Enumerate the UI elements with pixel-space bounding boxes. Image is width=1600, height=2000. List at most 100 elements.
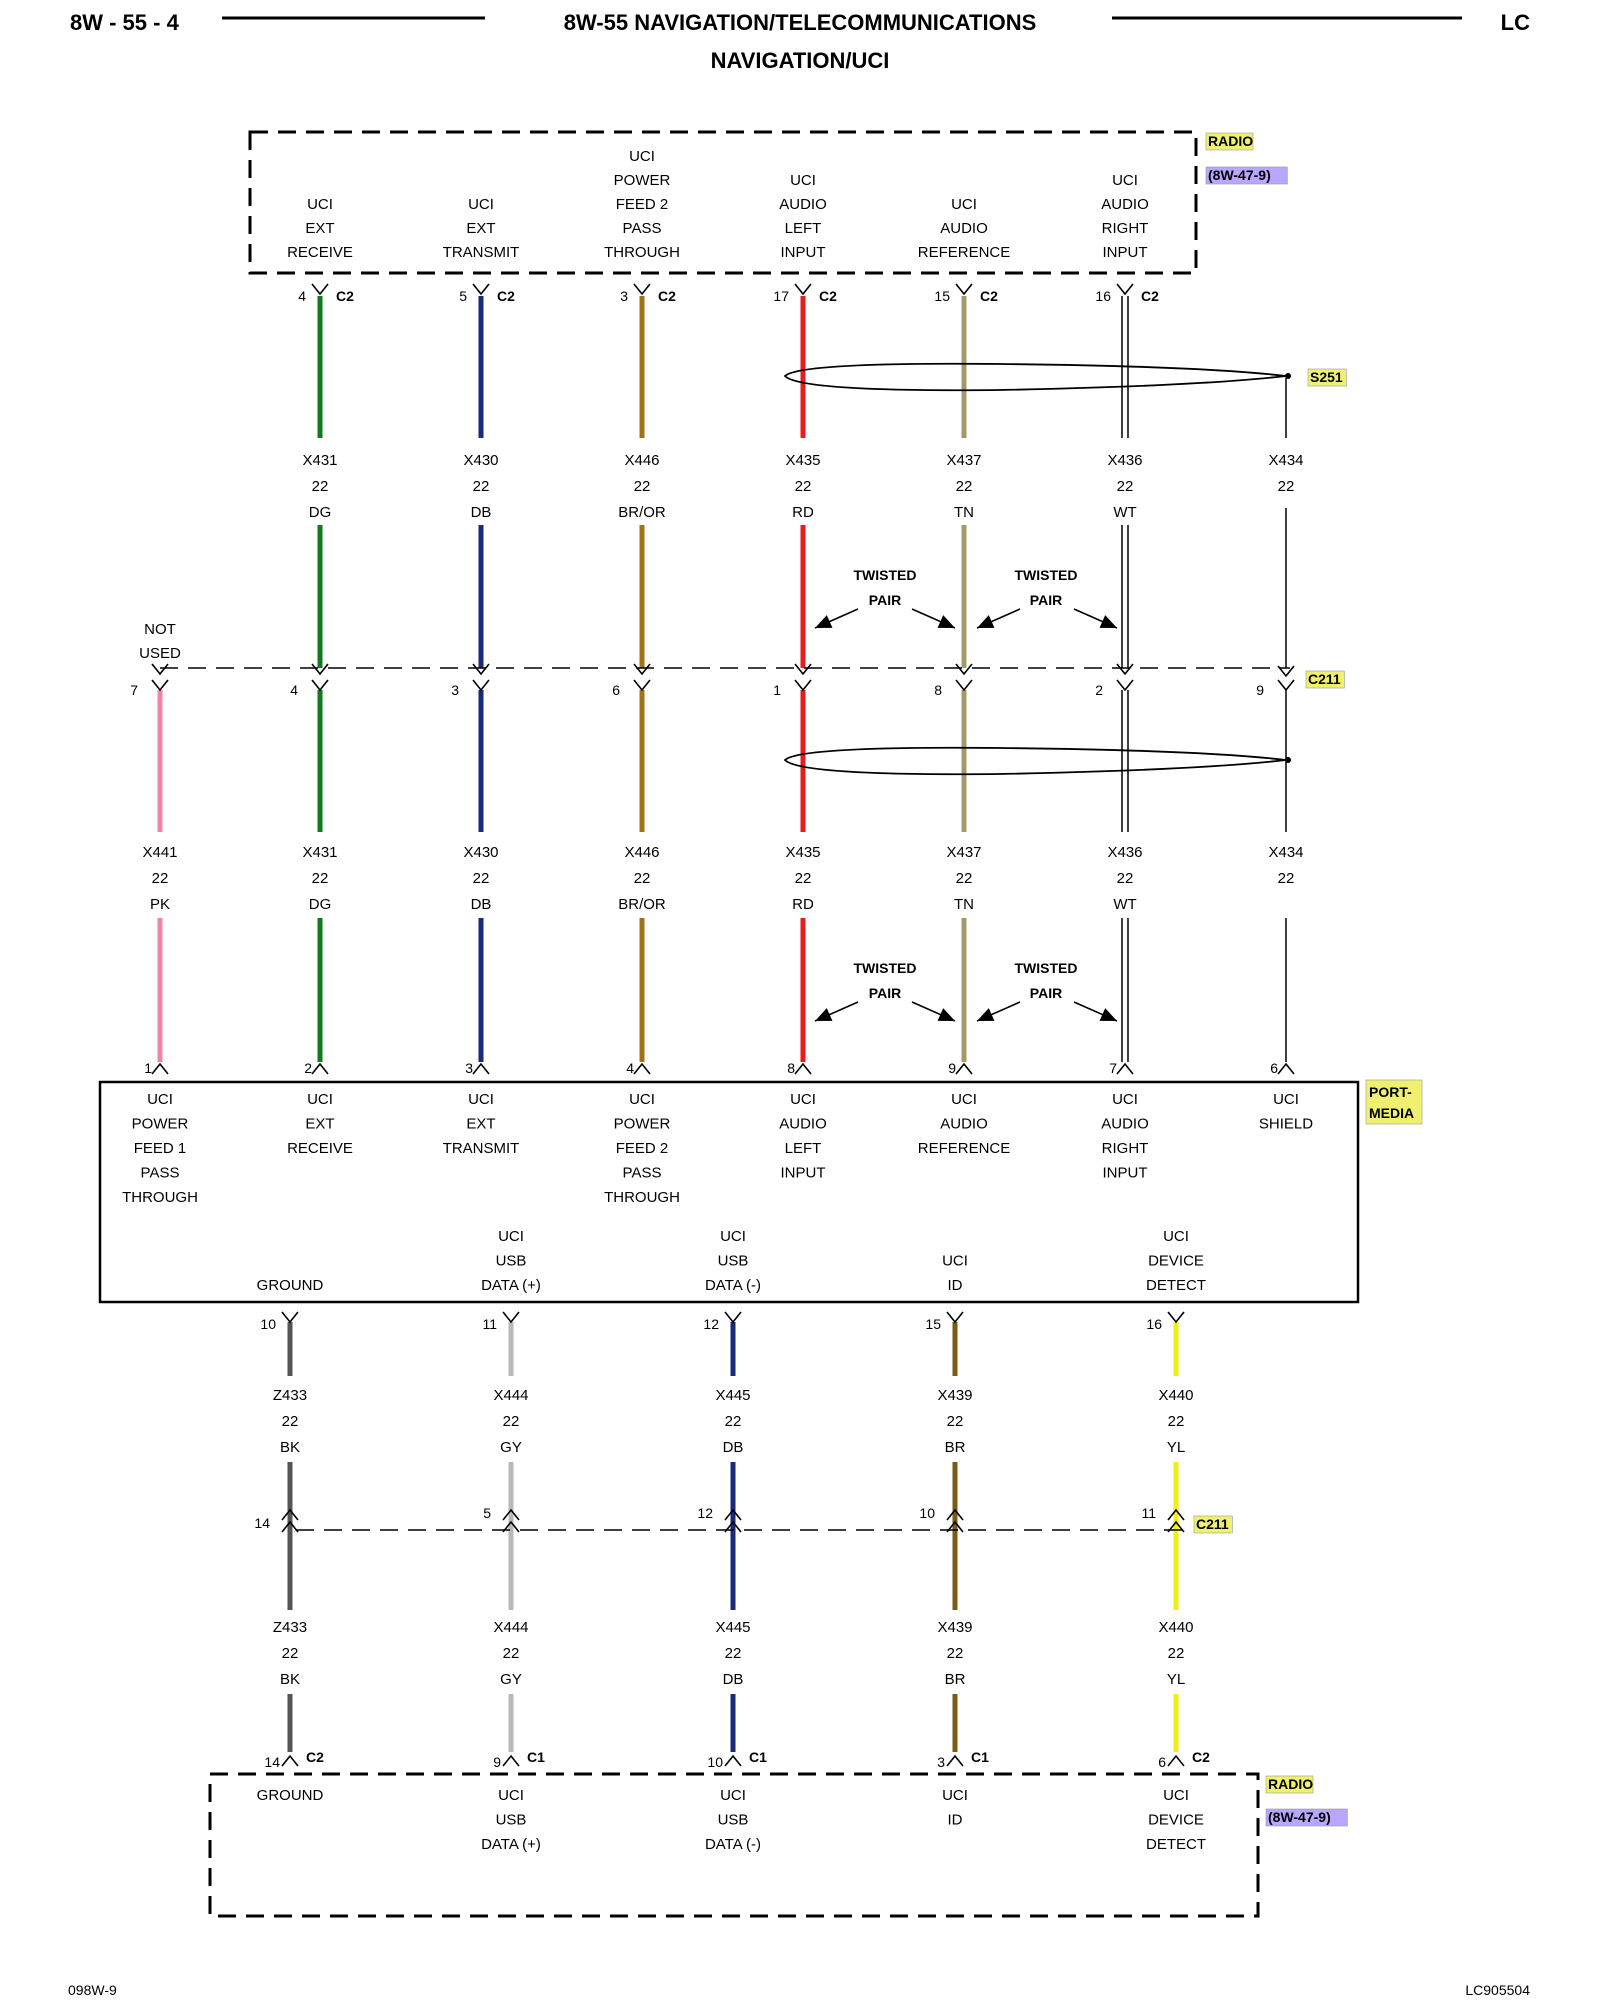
port-media-top-pin-label: AUDIO [1101,1116,1149,1133]
bottom-wire-label-lower: X439 [937,1619,972,1636]
radio-bottom-pin-number: 3 [937,1754,945,1770]
radio-top-pin-label: PASS [623,220,662,237]
vehicle-code: LC [1501,10,1530,35]
radio-bottom-connector-id: C2 [1192,1749,1210,1765]
lower-wire-label: 22 [1278,870,1295,887]
twisted-pair-label-lower: PAIR [1030,985,1062,1001]
radio-top-name: RADIO [1208,133,1253,149]
c211-top-terminal-upper [1116,663,1134,676]
radio-top-pin-label: AUDIO [940,220,988,237]
port-media-bottom-pin-label: UCI [720,1228,746,1245]
bottom-wire-label: Z433 [273,1387,307,1404]
c211-bottom-terminal-lower [724,1520,742,1533]
twisted-arrow-head [977,1008,995,1021]
lower-wire-label: BR/OR [618,896,666,913]
bottom-wire-label: DB [723,1439,744,1456]
radio-top-pin-label: INPUT [781,244,826,261]
c211-top-pin-number: 8 [934,682,942,698]
twisted-arrow-head [815,615,833,628]
bottom-wire-label: 22 [947,1413,964,1430]
radio-bottom-pin-label: DEVICE [1148,1812,1204,1829]
radio-bottom-name: RADIO [1268,1776,1313,1792]
radio-bottom-pin-number: 14 [264,1754,280,1770]
c211-top-terminal-lower [472,679,490,692]
splice-s251-tag: S251 [1310,369,1343,385]
port-media-top-terminal [955,1062,973,1075]
upper-wire-label: DB [471,504,492,521]
radio-bottom-terminal [502,1754,520,1767]
shield-ellipse-top [783,362,1287,392]
c211-top-terminal-upper [311,663,329,676]
radio-top-ref-bg [1205,166,1288,185]
bottom-wire-label: X440 [1158,1387,1193,1404]
port-media-top-pin-label: PASS [623,1165,662,1182]
c211-top-pin-number: 6 [612,682,620,698]
port-media-top-pin-label: REFERENCE [918,1140,1011,1157]
lower-wire-label: X430 [463,844,498,861]
radio-bottom-pin-label: UCI [720,1787,746,1804]
port-media-top-pin-label: POWER [614,1116,671,1133]
lower-wire-label: 22 [634,870,651,887]
c211-bottom-tag-bg [1193,1515,1233,1534]
port-media-bottom-pin-label: DETECT [1146,1277,1206,1294]
c211-top-tag: C211 [1308,671,1341,687]
upper-wire-label: X437 [946,452,981,469]
port-media-tag: PORT- [1369,1084,1412,1100]
lower-wire-label: RD [792,896,814,913]
port-media-top-terminal [1277,1062,1295,1075]
radio-top-pin-label: UCI [790,172,816,189]
radio-bottom-box [208,1772,1260,1918]
radio-top-pin-label: EXT [305,220,334,237]
upper-wire-label: X435 [785,452,820,469]
bottom-wire-label-lower: 22 [1168,1645,1185,1662]
port-media-top-pin-label: UCI [629,1091,655,1108]
port-media-top-pin-number: 1 [144,1060,152,1076]
upper-wire-label: RD [792,504,814,521]
bottom-wire-label: BR [945,1439,966,1456]
radio-top-pin-number: 5 [459,288,467,304]
port-media-bottom-pin-label: UCI [1163,1228,1189,1245]
upper-wire-label: TN [954,504,974,521]
radio-bottom-pin-number: 10 [707,1754,723,1770]
upper-wire-label: X436 [1107,452,1142,469]
c211-bottom-terminal-upper [724,1508,742,1521]
twisted-pair-label-upper: PAIR [869,592,901,608]
c211-bottom-pin-number: 14 [254,1515,270,1531]
port-media-top-pin-label: UCI [790,1091,816,1108]
radio-top-pin-label: TRANSMIT [443,244,520,261]
lower-wire-label: TN [954,896,974,913]
bottom-wire-label-lower: 22 [282,1645,299,1662]
port-media-top-pin-number: 2 [304,1060,312,1076]
twisted-arrow-head [937,1008,955,1021]
radio-top-terminal [311,283,329,296]
twisted-pair-label-upper: TWISTED [854,567,917,583]
port-media-box [98,1080,1360,1304]
radio-top-pin-number: 3 [620,288,628,304]
radio-top-pin-label: UCI [468,196,494,213]
radio-top-pin-label: AUDIO [1101,196,1149,213]
twisted-pair-label-lower: PAIR [869,985,901,1001]
lower-wire-label: 22 [312,870,329,887]
radio-bottom-pin-label: DATA (+) [481,1836,541,1853]
bottom-wire-label: X444 [493,1387,528,1404]
port-media-top-pin-label: POWER [132,1116,189,1133]
radio-bottom-pin-label: ID [948,1812,963,1829]
radio-bottom-pin-label: UCI [942,1787,968,1804]
port-media-top-terminal [472,1062,490,1075]
bottom-wire-label-lower: X444 [493,1619,528,1636]
upper-wire-label: 22 [956,478,973,495]
page-header: 8W - 55 - 4 8W-55 NAVIGATION/TELECOMMUNI… [70,10,1530,73]
lower-wire-label: 22 [473,870,490,887]
radio-bottom-pin-number: 6 [1158,1754,1166,1770]
port-media-bottom-terminal [724,1311,742,1324]
structure-layer [98,130,1423,1918]
radio-top-pin-label: RIGHT [1102,220,1149,237]
port-media-bottom-pin-label: USB [496,1253,527,1270]
port-media-bottom-pin-label: DEVICE [1148,1253,1204,1270]
radio-top-pin-label: RECEIVE [287,244,353,261]
not-used-label: USED [139,645,181,662]
lower-wire-label: 22 [152,870,169,887]
port-media-bottom-pin-label: DATA (+) [481,1277,541,1294]
radio-bottom-pin-label: USB [496,1812,527,1829]
c211-top-terminal-upper [472,663,490,676]
